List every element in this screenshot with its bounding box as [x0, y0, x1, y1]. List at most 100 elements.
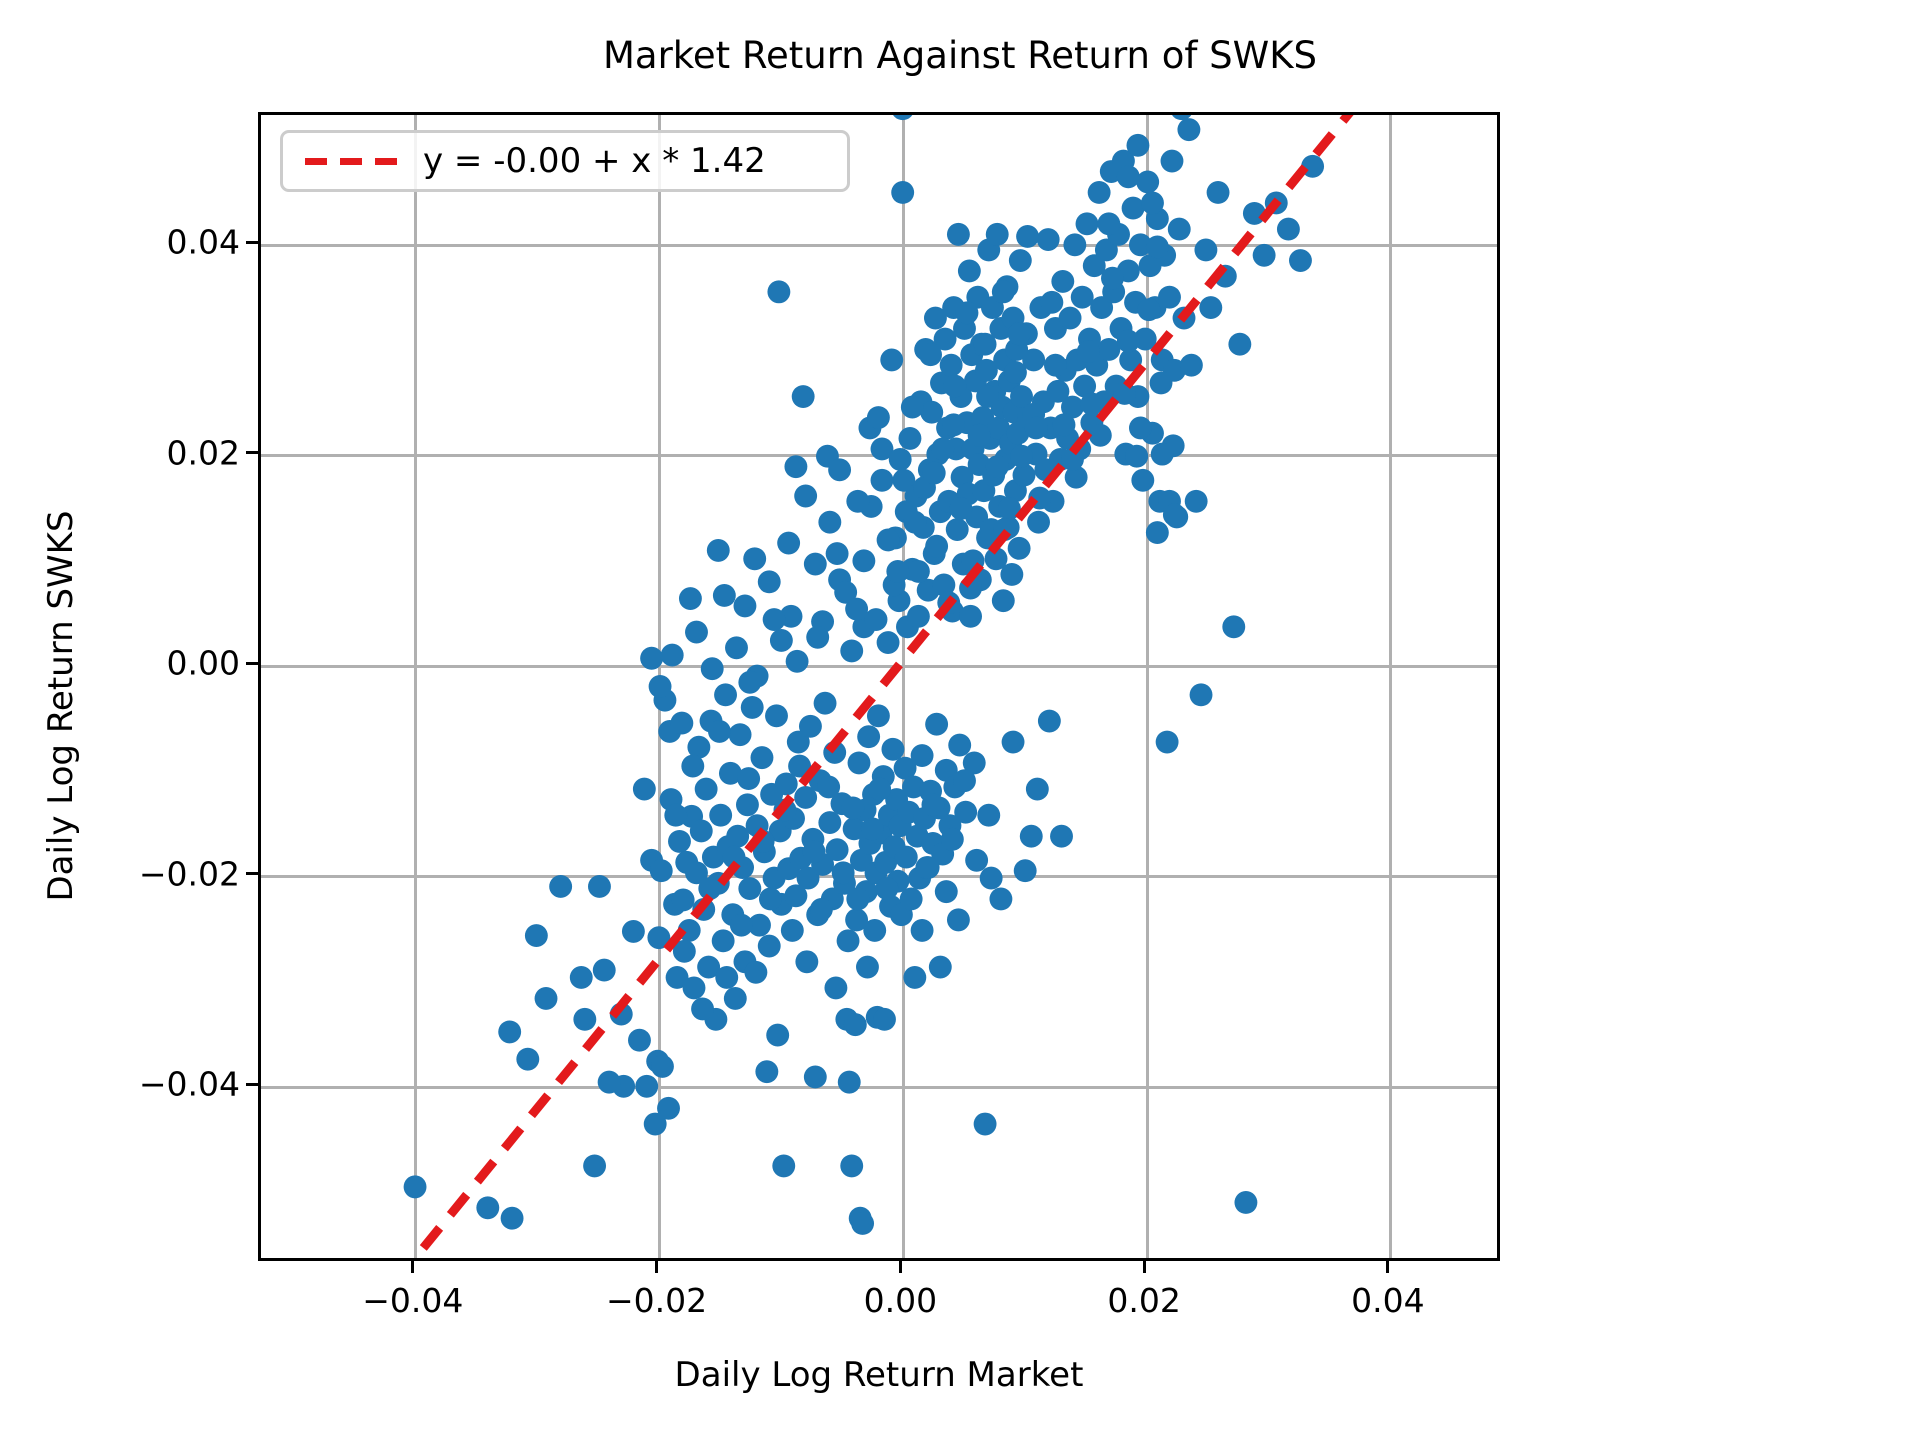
- scatter-point: [635, 1074, 659, 1098]
- scatter-point: [1131, 468, 1155, 492]
- scatter-point: [657, 1096, 680, 1120]
- scatter-point: [875, 877, 899, 900]
- y-tick-label: 0.00: [166, 643, 240, 683]
- scatter-point: [1063, 233, 1087, 257]
- x-axis-label: Daily Log Return Market: [674, 1355, 1084, 1395]
- scatter-point: [1194, 238, 1218, 262]
- scatter-point: [583, 1154, 607, 1178]
- scatter-point: [1199, 296, 1223, 320]
- scatter-point: [881, 737, 905, 761]
- scatter-point: [840, 1154, 864, 1178]
- scatter-point: [942, 413, 966, 437]
- x-tick-label: −0.04: [362, 1281, 464, 1320]
- scatter-point: [931, 437, 955, 461]
- scatter-point: [806, 625, 830, 649]
- scatter-point: [1019, 824, 1043, 848]
- scatter-point: [1101, 266, 1124, 290]
- scatter-point: [1189, 683, 1213, 707]
- scatter-point: [876, 528, 900, 552]
- scatter-point: [841, 796, 865, 820]
- scatter-point: [923, 306, 947, 330]
- scatter-point: [647, 926, 671, 950]
- scatter-point: [809, 897, 833, 921]
- scatter-point: [1027, 510, 1050, 534]
- scatter-point: [1177, 118, 1201, 142]
- scatter-point: [1052, 413, 1076, 437]
- scatter-point: [1150, 442, 1174, 466]
- legend-entry-label: y = -0.00 + x * 1.42: [423, 141, 766, 181]
- scatter-point: [1070, 285, 1094, 309]
- scatter-point: [1155, 730, 1179, 754]
- scatter-point: [906, 604, 930, 628]
- scatter-point: [682, 976, 706, 1000]
- plot-area: [258, 112, 1500, 1261]
- y-tick-label: −0.02: [138, 854, 240, 894]
- scatter-point: [1126, 133, 1150, 157]
- scatter-point: [864, 608, 888, 631]
- x-tick-mark: [1142, 1261, 1146, 1273]
- scatter-point: [802, 840, 826, 864]
- scatter-point: [891, 181, 915, 204]
- scatter-point: [648, 675, 672, 698]
- scatter-point: [818, 811, 842, 835]
- scatter-point: [940, 827, 964, 851]
- scatter-point: [643, 1112, 667, 1136]
- scatter-point: [678, 587, 702, 611]
- scatter-point: [1179, 353, 1203, 377]
- scatter-point: [1276, 217, 1300, 241]
- scatter-point: [726, 824, 750, 848]
- scatter-point: [813, 691, 837, 715]
- scatter-point: [863, 918, 887, 942]
- scatter-point: [1076, 340, 1100, 363]
- scatter-point: [651, 1054, 674, 1078]
- scatter-point: [1128, 416, 1152, 440]
- scatter-point: [660, 643, 684, 667]
- scatter-point: [668, 829, 691, 853]
- scatter-point: [1136, 170, 1160, 194]
- scatter-point: [798, 714, 822, 738]
- scatter-point: [750, 746, 774, 770]
- scatter-point: [794, 785, 818, 809]
- regression-line: [409, 115, 1354, 1258]
- scatter-point: [985, 222, 1009, 246]
- scatter-point: [921, 793, 945, 817]
- scatter-point: [1158, 285, 1181, 309]
- scatter-point: [903, 966, 927, 989]
- scatter-point: [1016, 225, 1040, 248]
- scatter-point: [977, 803, 1001, 827]
- x-tick-label: 0.04: [1351, 1281, 1425, 1320]
- scatter-point: [744, 960, 768, 984]
- scatter-point: [640, 646, 664, 670]
- scatter-point: [685, 620, 708, 644]
- scatter-point: [957, 259, 981, 283]
- y-tick-mark: [246, 240, 258, 244]
- scatter-point: [857, 725, 881, 749]
- scatter-point: [933, 327, 957, 351]
- scatter-point: [712, 584, 736, 607]
- scatter-point: [498, 1020, 522, 1044]
- scatter-point: [738, 877, 762, 900]
- scatter-point: [817, 775, 841, 799]
- scatter-point: [925, 712, 949, 736]
- scatter-point: [888, 447, 912, 471]
- scatter-point: [1043, 353, 1067, 377]
- scatter-point: [949, 497, 973, 520]
- scatter-point: [689, 819, 713, 843]
- y-tick-label: 0.02: [166, 433, 240, 473]
- scatter-point: [762, 608, 786, 631]
- scatter-point: [597, 1070, 621, 1094]
- scatter-point: [953, 769, 976, 793]
- scatter-point: [1167, 217, 1191, 241]
- scatter-point: [516, 1047, 540, 1071]
- scatter-point: [984, 547, 1008, 571]
- scatter-point: [1125, 444, 1149, 468]
- scatter-point: [954, 800, 978, 824]
- scatter-point: [621, 919, 645, 943]
- scatter-point: [1024, 416, 1048, 440]
- scatter-points-layer: [403, 115, 1325, 1235]
- scatter-point: [987, 416, 1010, 440]
- scatter-point: [785, 649, 809, 673]
- scatter-point: [991, 280, 1015, 304]
- scatter-point: [1080, 392, 1104, 416]
- x-tick-mark: [655, 1261, 659, 1273]
